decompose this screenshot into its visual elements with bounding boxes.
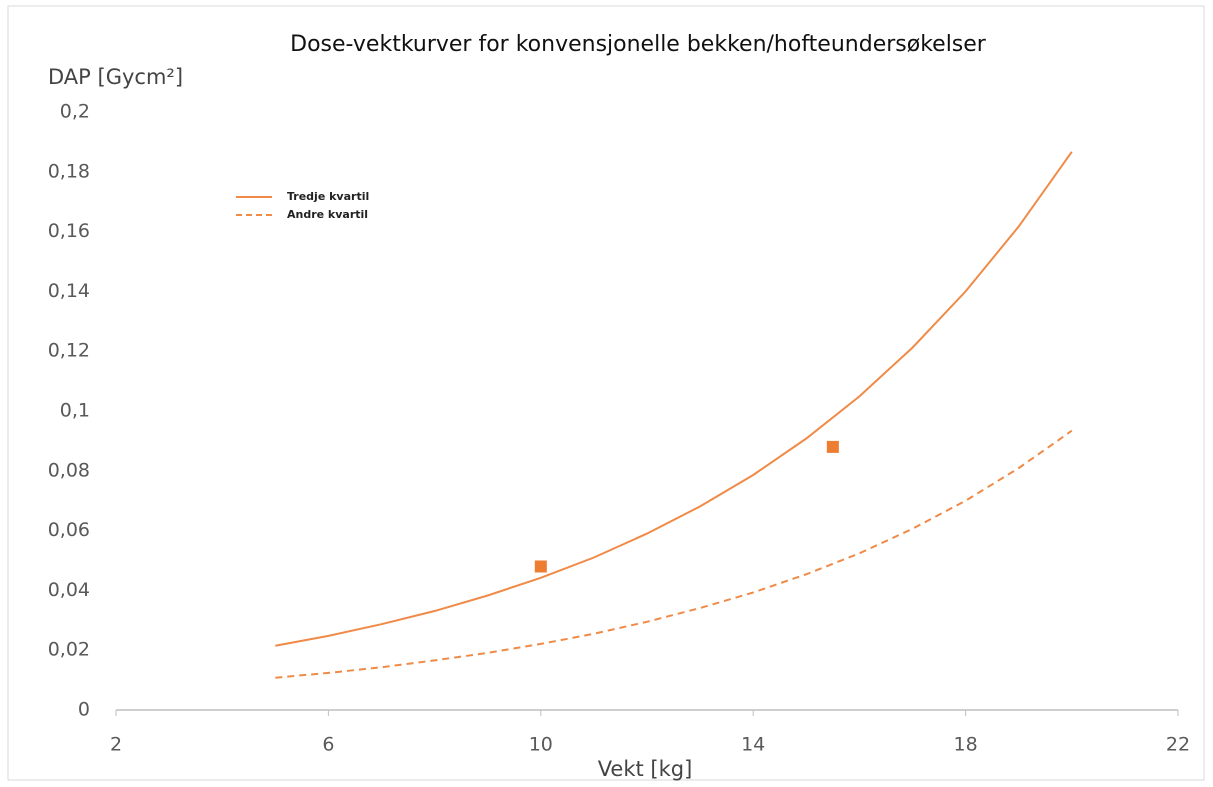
data-point	[534, 560, 547, 573]
y-tick-label: 0,08	[48, 459, 90, 481]
y-axis-label: DAP [Gycm²]	[48, 65, 183, 89]
y-tick-label: 0,16	[48, 220, 90, 242]
chart-frame	[7, 5, 1205, 781]
data-point	[826, 440, 839, 453]
y-tick-label: 0,14	[48, 280, 90, 302]
x-tick-label: 18	[954, 734, 978, 756]
legend-label: Andre kvartil	[287, 208, 368, 221]
y-tick-label: 0,12	[48, 340, 90, 362]
y-tick-label: 0,1	[60, 400, 90, 422]
y-tick-label: 0,04	[48, 579, 90, 601]
legend-label: Tredje kvartil	[287, 190, 369, 203]
line-series	[275, 429, 1073, 679]
x-tick-label: 10	[529, 734, 553, 756]
y-tick-label: 0,06	[48, 519, 90, 541]
x-tick-label: 14	[741, 734, 765, 756]
x-tick-label: 6	[322, 734, 334, 756]
x-tick-label: 2	[110, 734, 122, 756]
chart-title: Dose-vektkurver for konvensjonelle bekke…	[290, 32, 987, 57]
y-tick-label: 0,2	[60, 101, 90, 123]
y-tick-label: 0,02	[48, 639, 90, 661]
x-axis-label: Vekt [kg]	[598, 757, 693, 781]
y-tick-label: 0,18	[48, 160, 90, 182]
y-tick-label: 0	[78, 699, 90, 721]
line-series	[275, 151, 1073, 647]
x-tick-label: 22	[1166, 734, 1190, 756]
